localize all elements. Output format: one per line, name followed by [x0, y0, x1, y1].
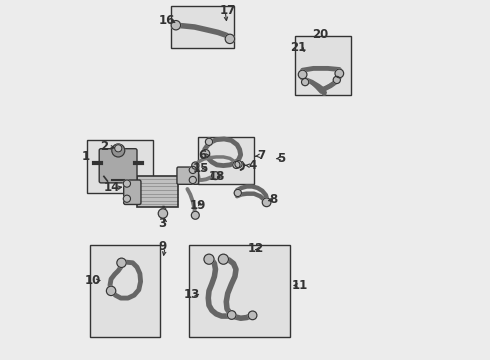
Circle shape: [301, 78, 309, 86]
Text: 5: 5: [277, 152, 285, 165]
Circle shape: [171, 21, 180, 30]
Text: 21: 21: [290, 41, 306, 54]
Circle shape: [335, 69, 343, 78]
Circle shape: [189, 166, 196, 174]
Circle shape: [106, 286, 116, 296]
Text: 1: 1: [82, 150, 90, 163]
Circle shape: [112, 144, 125, 157]
FancyBboxPatch shape: [177, 167, 198, 184]
FancyBboxPatch shape: [90, 245, 160, 337]
Text: 8: 8: [270, 193, 278, 206]
Text: 12: 12: [247, 242, 264, 255]
Circle shape: [123, 180, 130, 187]
Text: 9: 9: [158, 240, 166, 253]
Circle shape: [123, 195, 130, 202]
FancyBboxPatch shape: [123, 180, 141, 204]
Text: 4: 4: [248, 159, 256, 172]
Text: 19: 19: [189, 199, 206, 212]
Circle shape: [189, 176, 196, 184]
Text: 3: 3: [158, 217, 166, 230]
Circle shape: [204, 254, 214, 264]
Text: 2: 2: [100, 140, 109, 153]
FancyBboxPatch shape: [295, 36, 351, 95]
Circle shape: [201, 149, 210, 158]
Text: 13: 13: [184, 288, 200, 301]
Text: 18: 18: [209, 170, 225, 183]
FancyBboxPatch shape: [137, 176, 178, 207]
FancyBboxPatch shape: [87, 140, 153, 193]
Text: 17: 17: [220, 4, 236, 17]
Text: 20: 20: [313, 28, 329, 41]
Circle shape: [192, 162, 199, 169]
Circle shape: [192, 211, 199, 219]
Text: 11: 11: [292, 279, 308, 292]
Circle shape: [262, 198, 271, 207]
Text: 16: 16: [158, 14, 175, 27]
Text: 6: 6: [198, 149, 207, 162]
Circle shape: [235, 161, 242, 168]
Text: 7: 7: [257, 149, 265, 162]
FancyBboxPatch shape: [189, 245, 290, 337]
Circle shape: [158, 209, 168, 218]
Circle shape: [233, 161, 240, 168]
Text: 14: 14: [103, 181, 120, 194]
Circle shape: [333, 76, 341, 84]
Circle shape: [234, 189, 242, 197]
FancyBboxPatch shape: [198, 137, 254, 184]
Circle shape: [219, 254, 228, 264]
Circle shape: [212, 172, 220, 180]
Circle shape: [225, 34, 235, 44]
Circle shape: [205, 138, 213, 145]
FancyBboxPatch shape: [99, 149, 137, 183]
Circle shape: [298, 70, 307, 79]
Text: 15: 15: [193, 162, 209, 175]
Circle shape: [115, 145, 122, 152]
Circle shape: [248, 311, 257, 320]
FancyBboxPatch shape: [171, 6, 234, 48]
Text: 10: 10: [85, 274, 101, 287]
Circle shape: [117, 258, 126, 267]
Circle shape: [227, 311, 236, 319]
